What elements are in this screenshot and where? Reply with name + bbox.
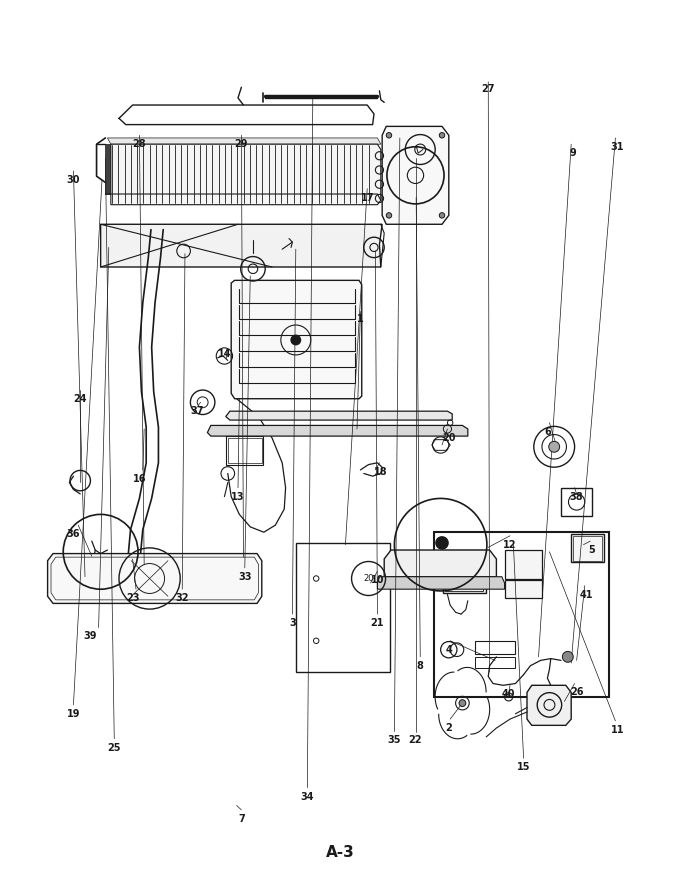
- Polygon shape: [107, 138, 381, 144]
- Text: 39: 39: [83, 631, 97, 642]
- Bar: [561, 488, 592, 516]
- Text: 40: 40: [502, 689, 515, 700]
- Bar: [296, 543, 390, 672]
- Polygon shape: [101, 224, 382, 267]
- Text: 7: 7: [238, 813, 245, 824]
- Circle shape: [549, 441, 560, 452]
- Text: 31: 31: [611, 142, 624, 152]
- Bar: [475, 641, 515, 654]
- Text: 28: 28: [133, 139, 146, 150]
- Polygon shape: [384, 550, 496, 577]
- Bar: [434, 532, 609, 697]
- Polygon shape: [226, 411, 452, 420]
- Polygon shape: [207, 425, 468, 436]
- Text: 35: 35: [388, 735, 401, 746]
- Polygon shape: [382, 126, 449, 224]
- Text: 32: 32: [175, 593, 189, 603]
- Bar: [443, 550, 486, 593]
- Bar: [445, 552, 483, 591]
- Polygon shape: [377, 577, 505, 589]
- Bar: [226, 436, 263, 465]
- Bar: [475, 657, 515, 668]
- Circle shape: [290, 335, 301, 345]
- Circle shape: [386, 133, 392, 138]
- Text: 18: 18: [374, 466, 388, 477]
- Bar: [505, 550, 542, 578]
- Text: 20: 20: [442, 433, 456, 443]
- Text: 24: 24: [73, 393, 87, 404]
- Text: 30: 30: [67, 174, 80, 185]
- Text: 22: 22: [408, 735, 422, 746]
- Text: 2: 2: [445, 723, 452, 733]
- Bar: [571, 534, 604, 562]
- Text: 3: 3: [289, 618, 296, 628]
- Circle shape: [459, 700, 466, 707]
- Text: 6: 6: [544, 426, 551, 437]
- Circle shape: [439, 213, 445, 218]
- Text: 20: 20: [363, 574, 374, 583]
- Text: 38: 38: [570, 491, 583, 502]
- Text: 33: 33: [238, 571, 252, 582]
- Text: 23: 23: [126, 593, 139, 603]
- Text: 8: 8: [417, 660, 424, 671]
- Text: A-3: A-3: [326, 846, 354, 860]
- Text: 5: 5: [588, 545, 595, 555]
- Text: 26: 26: [570, 687, 583, 698]
- Text: 4: 4: [445, 644, 452, 655]
- Text: 10: 10: [371, 575, 384, 586]
- Text: 25: 25: [107, 742, 121, 753]
- Text: 16: 16: [133, 473, 146, 484]
- Circle shape: [562, 651, 573, 662]
- Text: 15: 15: [517, 762, 530, 773]
- Bar: [228, 438, 262, 463]
- Circle shape: [386, 213, 392, 218]
- Text: 14: 14: [218, 349, 231, 360]
- Text: 17: 17: [360, 192, 374, 203]
- Text: 37: 37: [190, 406, 204, 417]
- Polygon shape: [105, 144, 111, 194]
- Text: 9: 9: [569, 148, 576, 158]
- Circle shape: [435, 536, 449, 550]
- Text: 19: 19: [67, 708, 80, 719]
- Text: 41: 41: [579, 589, 593, 600]
- Text: 36: 36: [67, 529, 80, 539]
- Polygon shape: [48, 554, 262, 603]
- Circle shape: [439, 133, 445, 138]
- Text: 34: 34: [301, 791, 314, 802]
- Text: 27: 27: [481, 84, 495, 94]
- Bar: [573, 536, 602, 561]
- Text: 12: 12: [503, 539, 517, 550]
- Text: 13: 13: [231, 491, 245, 502]
- Text: 11: 11: [611, 724, 624, 735]
- Polygon shape: [231, 280, 362, 399]
- Text: 29: 29: [235, 139, 248, 150]
- Polygon shape: [527, 685, 571, 725]
- Polygon shape: [111, 144, 381, 205]
- Text: 1: 1: [357, 313, 364, 324]
- Bar: [505, 580, 542, 598]
- Text: 21: 21: [371, 618, 384, 628]
